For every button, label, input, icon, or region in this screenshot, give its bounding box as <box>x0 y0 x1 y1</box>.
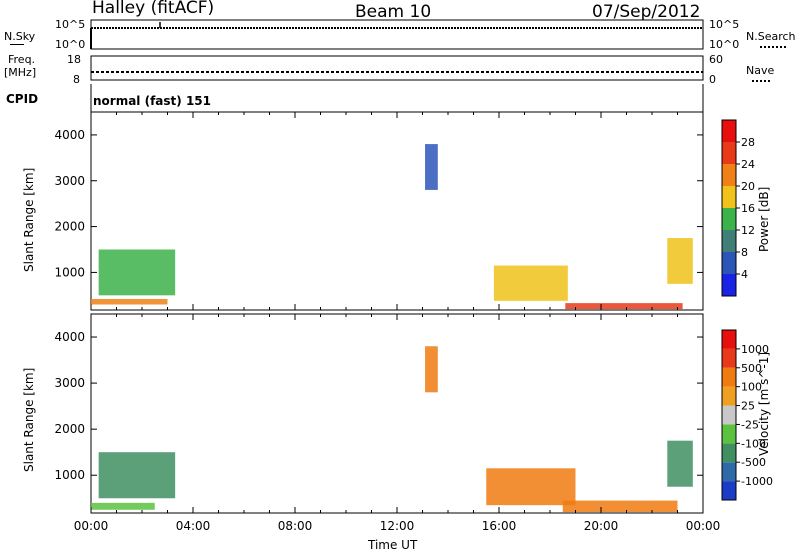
nsky-tick-bottom: 10^0 <box>55 38 86 51</box>
nave-tick-top: 60 <box>709 53 723 66</box>
power-colorbar-segment <box>722 120 736 142</box>
freq-tick-top: 18 <box>67 53 81 66</box>
velocity-colorbar-segment <box>722 462 736 482</box>
nsearch-tick-top: 10^5 <box>709 18 740 31</box>
power-colorbar-segment <box>722 142 736 164</box>
beam-label: Beam 10 <box>355 2 432 22</box>
power-colorbar-segment <box>722 274 736 296</box>
power-colorbar-tick-label: 28 <box>741 136 755 149</box>
power-ytick-label: 3000 <box>54 174 85 188</box>
power-ytick-label: 2000 <box>54 220 85 234</box>
freq-label: Freq. <box>8 53 36 66</box>
freq-tick-bottom: 8 <box>73 73 80 86</box>
velocity-colorbar-tick-label: -100 <box>741 437 766 450</box>
cpid-value: normal (fast) 151 <box>93 94 211 108</box>
velocity-colorbar-segment <box>722 405 736 425</box>
xtick-label: 00:00 <box>686 519 721 533</box>
velocity-echo-region-3 <box>486 468 576 506</box>
velocity-colorbar-segment <box>722 481 736 500</box>
power-colorbar-tick-label: 16 <box>741 202 755 215</box>
power-colorbar-tick-label: 12 <box>741 224 755 237</box>
xtick-label: 12:00 <box>380 519 415 533</box>
power-ylabel: Slant Range [km] <box>22 167 36 272</box>
power-echo-region-3 <box>493 265 568 301</box>
velocity-echo-region-4 <box>562 500 678 513</box>
velocity-echo-region-0 <box>98 452 176 499</box>
power-colorbar-tick-label: 4 <box>741 268 748 281</box>
nsearch-tick-bottom: 10^0 <box>709 38 740 51</box>
date-label: 07/Sep/2012 <box>592 2 701 22</box>
power-echo-region-5 <box>667 238 693 284</box>
power-echo-region-4 <box>565 303 683 310</box>
nave-legend-line <box>752 80 770 82</box>
power-plot-frame <box>90 111 704 311</box>
xtick-label: 08:00 <box>278 519 313 533</box>
velocity-ytick-label: 4000 <box>54 330 85 344</box>
power-colorbar-tick-label: 24 <box>741 158 755 171</box>
velocity-colorbar-tick-label: 500 <box>741 362 762 375</box>
nsky-label: N.Sky <box>4 30 36 43</box>
xtick-label: 20:00 <box>584 519 619 533</box>
nsky-tick-top: 10^5 <box>55 18 86 31</box>
power-colorbar-segment <box>722 208 736 230</box>
velocity-echo-region-1 <box>91 502 155 510</box>
velocity-ylabel: Slant Range [km] <box>22 367 36 472</box>
velocity-colorbar-tick-label: 25 <box>741 400 755 413</box>
velocity-echo-region-5 <box>667 440 693 487</box>
velocity-plot-frame <box>90 313 704 514</box>
nsearch-label: N.Search <box>746 30 796 43</box>
cpid-label: CPID <box>6 92 39 106</box>
power-echo-region-1 <box>91 299 168 305</box>
power-colorbar-tick-label: 8 <box>741 246 748 259</box>
power-colorbar-segment <box>722 252 736 274</box>
nave-label: Nave <box>746 64 775 77</box>
velocity-colorbar-segment <box>722 386 736 406</box>
freq-unit-label: [MHz] <box>4 66 37 79</box>
velocity-colorbar-label: Velocity [m s^-1] <box>757 351 771 456</box>
velocity-echo-region-2 <box>425 346 438 393</box>
velocity-colorbar-tick-label: 1000 <box>741 343 769 356</box>
x-axis-label: Time UT <box>368 538 418 552</box>
power-colorbar-segment <box>722 164 736 186</box>
velocity-colorbar-segment <box>722 424 736 444</box>
power-ytick-label: 4000 <box>54 128 85 142</box>
nsky-legend-line <box>10 44 24 45</box>
xtick-label: 00:00 <box>74 519 109 533</box>
power-ytick-label: 1000 <box>54 265 85 279</box>
station-title: Halley (fitACF) <box>92 0 215 18</box>
velocity-colorbar-segment <box>722 367 736 387</box>
power-colorbar-tick-label: 20 <box>741 180 755 193</box>
xtick-label: 04:00 <box>176 519 211 533</box>
nsearch-legend-line <box>760 46 786 48</box>
velocity-colorbar-segment <box>722 348 736 368</box>
velocity-colorbar-tick-label: -25 <box>741 418 759 431</box>
power-echo-region-2 <box>425 144 438 190</box>
velocity-colorbar-tick-label: -500 <box>741 456 766 469</box>
velocity-colorbar-segment <box>722 443 736 463</box>
power-colorbar-label: Power [dB] <box>757 186 771 252</box>
nave-tick-bottom: 0 <box>709 73 716 86</box>
xtick-label: 16:00 <box>482 519 517 533</box>
velocity-ytick-label: 1000 <box>54 468 85 482</box>
power-echo-region-0 <box>98 249 176 296</box>
velocity-colorbar-segment <box>722 330 736 349</box>
velocity-ytick-label: 3000 <box>54 376 85 390</box>
velocity-ytick-label: 2000 <box>54 422 85 436</box>
power-colorbar-segment <box>722 230 736 252</box>
velocity-colorbar-tick-label: -1000 <box>741 475 773 488</box>
power-colorbar-segment <box>722 186 736 208</box>
velocity-colorbar-tick-label: 100 <box>741 381 762 394</box>
velocity-colorbar-frame <box>721 329 737 501</box>
